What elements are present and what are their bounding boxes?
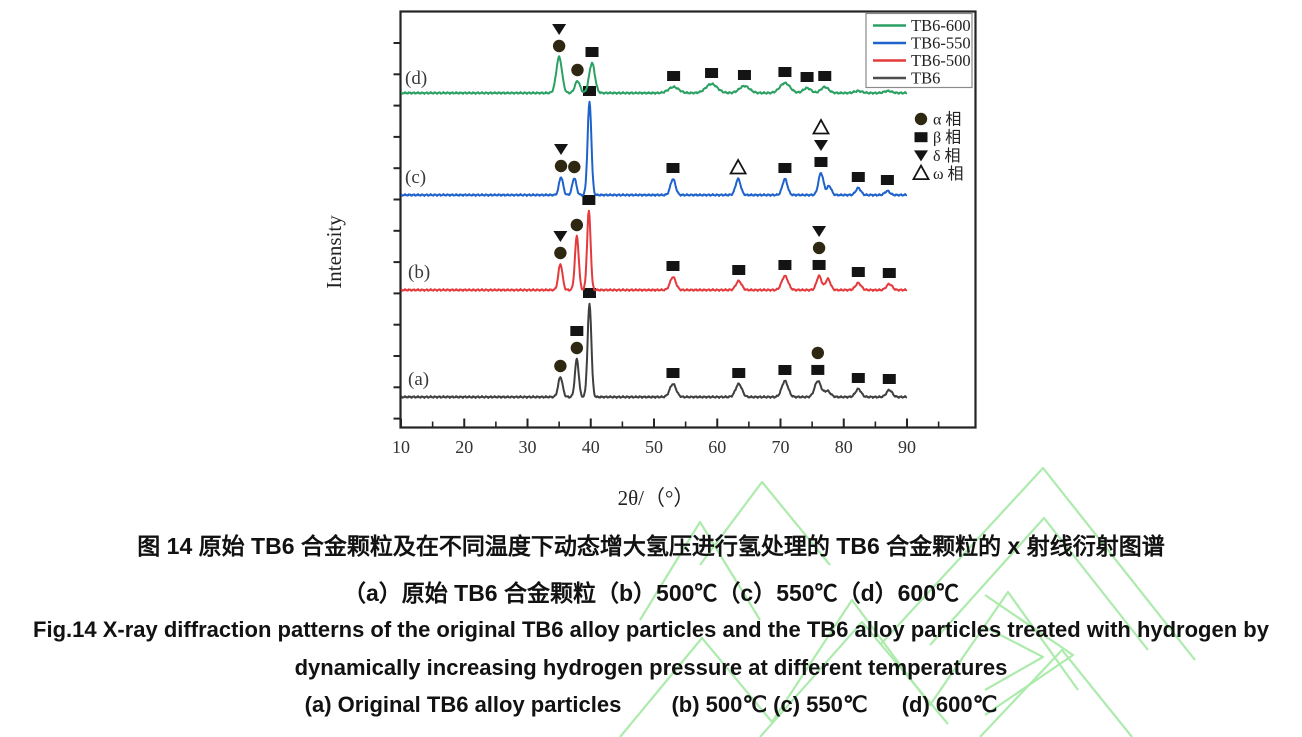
curve-TB6-550: (c) (400, 100, 908, 197)
caption-en-subitems: (a) Original TB6 alloy particles (b) 500… (0, 692, 1302, 718)
curve-label-d: (d) (405, 68, 427, 89)
y-axis (393, 42, 401, 420)
markers-TB6 (554, 288, 896, 384)
x-tick-label: 60 (708, 437, 726, 457)
curve-label-b: (b) (408, 262, 430, 283)
markers-TB6-600 (552, 24, 832, 82)
legend-label-TB6-550: TB6-550 (911, 34, 971, 53)
phase-legend-label-3: δ 相 (933, 147, 961, 165)
caption-zh-subitems: （a）原始 TB6 合金颗粒（b）500℃（c）550℃（d）600℃ (342, 580, 960, 606)
x-tick-label: 50 (645, 437, 663, 457)
x-tick-label: 70 (772, 437, 790, 457)
phase-legend-label-1: α 相 (933, 111, 961, 129)
watermark (619, 466, 1196, 737)
curve-label-c: (c) (405, 167, 426, 188)
x-tick-label: 20 (455, 437, 473, 457)
legend-label-TB6-600: TB6-600 (911, 16, 971, 35)
x-tick-label: 30 (519, 437, 537, 457)
markers-TB6-500 (553, 195, 896, 278)
phase-legend-label-2: β 相 (933, 129, 961, 147)
markers-TB6-550 (554, 86, 894, 185)
curve-TB6: (a) (400, 302, 908, 399)
phase-legend: α 相β 相δ 相ω 相 (911, 111, 964, 183)
x-axis: 10 20 30 40 50 60 70 80 90 (392, 418, 940, 457)
caption-en-subitem-a: (a) Original TB6 alloy particles (304, 692, 622, 717)
x-tick-label: 90 (898, 437, 916, 457)
x-tick-label: 80 (835, 437, 853, 457)
y-axis-label: Intensity (322, 215, 346, 289)
x-tick-label: 10 (392, 437, 410, 457)
phase-legend-label-4: ω 相 (933, 165, 964, 183)
x-axis-label: 2θ/（°） (618, 486, 695, 510)
caption-zh-title: 图 14 原始 TB6 合金颗粒及在不同温度下动态增大氢压进行氢处理的 TB6 … (137, 533, 1165, 559)
legend-label-TB6-500: TB6-500 (911, 51, 971, 70)
plot-frame (399, 10, 977, 429)
x-tick-label: 40 (582, 437, 600, 457)
legend-label-TB6: TB6 (911, 69, 940, 88)
curve-label-a: (a) (408, 369, 429, 390)
caption-en-title-line1: Fig.14 X-ray diffraction patterns of the… (33, 617, 1269, 642)
caption-en-title-line2: dynamically increasing hydrogen pressure… (294, 655, 1008, 680)
curve-TB6-500: (b) (400, 209, 908, 292)
curve-TB6-600: (d) (400, 55, 908, 95)
caption-en-subitem-bc: (b) 500℃ (c) 550℃ (671, 692, 868, 717)
caption-en-subitem-d: (d) 600℃ (901, 692, 998, 717)
